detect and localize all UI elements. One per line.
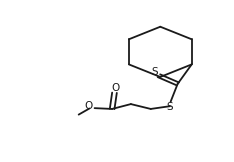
Text: O: O <box>111 83 119 93</box>
Text: O: O <box>85 101 93 111</box>
Text: S: S <box>166 102 173 111</box>
Text: S: S <box>151 67 158 77</box>
